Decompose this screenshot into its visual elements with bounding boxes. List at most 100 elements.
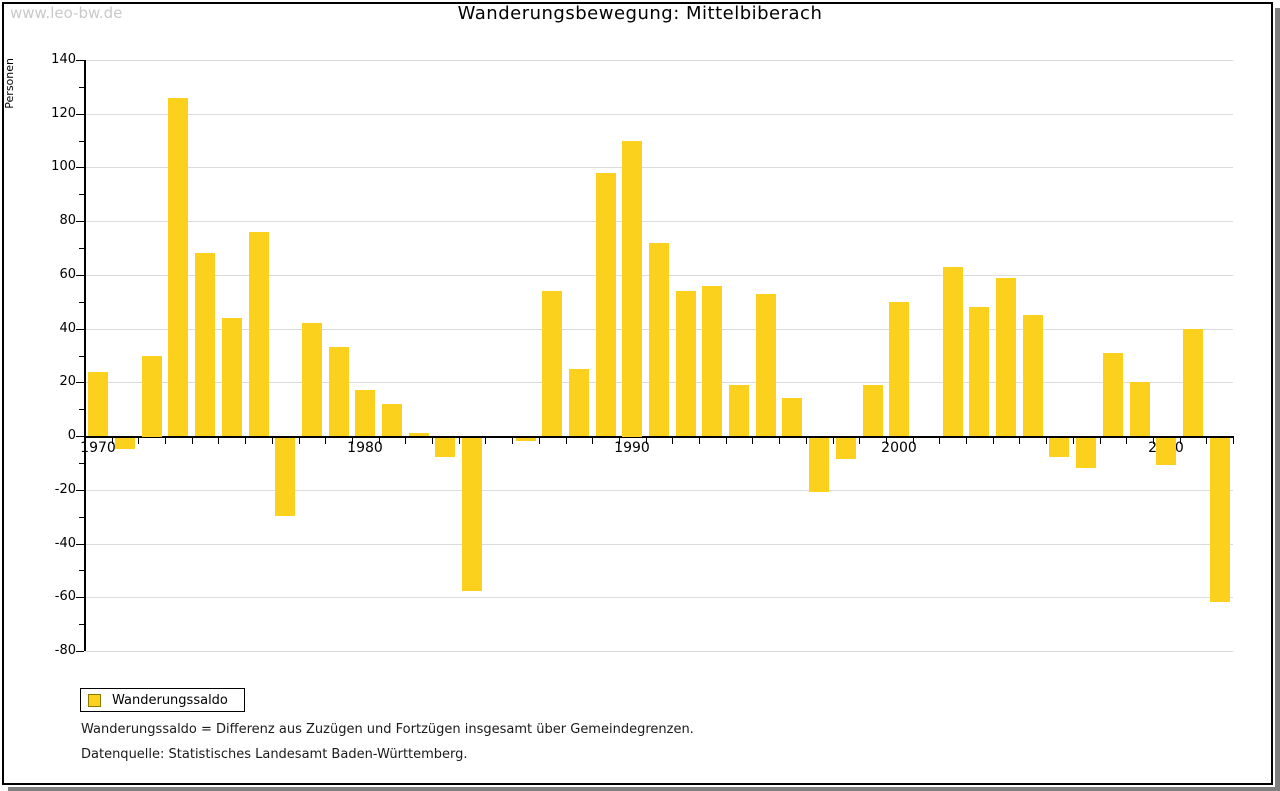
x-tick (939, 438, 940, 444)
bar-1972 (142, 356, 162, 437)
legend-swatch-icon (88, 693, 101, 707)
y-tick (79, 517, 84, 518)
x-tick (726, 438, 727, 444)
gridline (85, 544, 1233, 545)
x-tick (138, 438, 139, 444)
gridline (85, 114, 1233, 115)
y-tick-label: 140 (51, 52, 76, 67)
bar-1979 (329, 347, 349, 436)
x-tick (1233, 438, 1234, 444)
y-tick (79, 194, 84, 195)
bar-1997 (809, 438, 829, 492)
y-tick (76, 167, 84, 168)
legend: Wanderungssaldo (80, 688, 245, 712)
bar-2000 (889, 302, 909, 436)
gridline (85, 597, 1233, 598)
y-tick (76, 114, 84, 115)
bar-1994 (729, 385, 749, 436)
x-tick (886, 438, 887, 444)
x-tick (379, 438, 380, 444)
y-tick (76, 490, 84, 491)
y-tick (76, 221, 84, 222)
y-tick (79, 87, 84, 88)
x-tick (993, 438, 994, 444)
x-tick (299, 438, 300, 444)
y-tick (76, 597, 84, 598)
x-tick (1073, 438, 1074, 444)
x-tick (539, 438, 540, 444)
x-tick (1100, 438, 1101, 444)
bar-1989 (596, 173, 616, 436)
frame-shadow-right (1275, 8, 1280, 791)
x-tick (859, 438, 860, 444)
x-tick-label: 1980 (347, 440, 383, 456)
bar-1999 (863, 385, 883, 436)
x-tick (192, 438, 193, 444)
x-tick (913, 438, 914, 444)
x-tick (432, 438, 433, 444)
gridline (85, 490, 1233, 491)
x-tick (405, 438, 406, 444)
y-tick (76, 544, 84, 545)
x-tick (512, 438, 513, 444)
y-tick-label: 60 (59, 267, 76, 282)
bar-1983 (435, 438, 455, 457)
footnote-source: Datenquelle: Statistisches Landesamt Bad… (81, 747, 468, 762)
bar-2011 (1183, 329, 1203, 436)
y-tick-label: 100 (51, 159, 76, 174)
y-tick-label: 20 (59, 374, 76, 389)
bar-1988 (569, 369, 589, 436)
y-tick (76, 382, 84, 383)
y-tick-label: 0 (67, 428, 76, 443)
x-tick (85, 438, 86, 444)
bar-1973 (168, 98, 188, 436)
x-tick (459, 438, 460, 444)
x-tick (165, 438, 166, 444)
gridline (85, 651, 1233, 652)
y-tick-label: -80 (54, 643, 76, 658)
bar-1998 (836, 438, 856, 459)
x-tick-label: 2000 (881, 440, 917, 456)
x-tick (966, 438, 967, 444)
x-tick (1180, 438, 1181, 444)
bar-2003 (969, 307, 989, 436)
y-tick (76, 436, 84, 437)
y-tick-label: -60 (54, 589, 76, 604)
y-tick (76, 275, 84, 276)
y-axis-line (84, 60, 86, 651)
bar-1971 (115, 438, 135, 449)
x-tick (806, 438, 807, 444)
bar-1992 (676, 291, 696, 436)
bar-1978 (302, 323, 322, 436)
bar-1991 (649, 243, 669, 436)
x-tick (699, 438, 700, 444)
bar-1981 (382, 404, 402, 436)
x-tick (112, 438, 113, 444)
gridline (85, 167, 1233, 168)
bar-1995 (756, 294, 776, 436)
y-tick-label: 40 (59, 321, 76, 336)
x-tick (272, 438, 273, 444)
bar-2007 (1076, 438, 1096, 468)
bar-1993 (702, 286, 722, 436)
x-axis-line (84, 436, 1234, 438)
bar-1974 (195, 253, 215, 436)
bar-1984 (462, 438, 482, 591)
x-tick (325, 438, 326, 444)
y-tick (79, 141, 84, 142)
x-tick (752, 438, 753, 444)
x-tick (566, 438, 567, 444)
x-tick (485, 438, 486, 444)
y-tick (79, 409, 84, 410)
bar-2002 (943, 267, 963, 436)
y-tick (76, 651, 84, 652)
y-tick (79, 356, 84, 357)
x-tick (833, 438, 834, 444)
bar-1975 (222, 318, 242, 436)
y-tick-label: -40 (54, 536, 76, 551)
x-tick (619, 438, 620, 444)
bar-2012 (1210, 438, 1230, 602)
x-tick (1046, 438, 1047, 444)
